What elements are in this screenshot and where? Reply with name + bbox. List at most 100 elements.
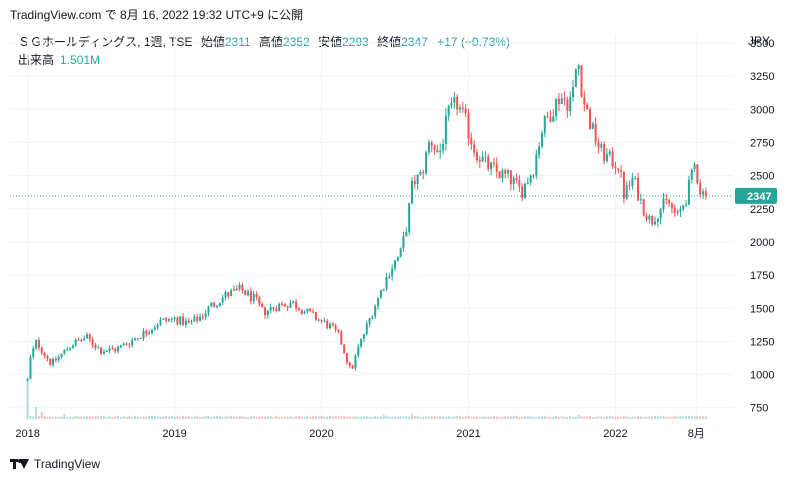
candle-body <box>249 291 252 302</box>
volume-bar <box>105 416 108 419</box>
volume-bar <box>326 416 329 419</box>
volume-bar <box>187 416 190 419</box>
last-price-label: 2347 <box>747 191 771 203</box>
candle-body <box>108 348 111 351</box>
candle-body <box>261 303 264 308</box>
candle-body <box>416 174 419 185</box>
volume-bar <box>343 416 346 419</box>
volume-bar <box>348 416 351 419</box>
volume-bar <box>702 416 705 419</box>
candle-body <box>351 365 354 369</box>
candle-body <box>357 346 360 356</box>
candle-body <box>71 345 74 348</box>
candle-body <box>507 170 510 174</box>
volume-bar <box>540 416 543 419</box>
volume-bar <box>676 416 679 419</box>
y-tick-label: 3500 <box>750 38 774 50</box>
candle-body <box>190 321 193 323</box>
volume-bar <box>594 416 597 419</box>
volume-bar <box>295 416 298 419</box>
candle-body <box>252 294 255 302</box>
y-tick-label: 1250 <box>750 336 774 348</box>
volume-bar <box>145 416 148 419</box>
volume-bar <box>600 416 603 419</box>
candle-body <box>283 303 286 307</box>
volume-bar <box>280 416 283 419</box>
volume-bar <box>385 415 388 419</box>
candle-body <box>57 356 60 361</box>
candle-body <box>679 208 682 212</box>
tradingview-footer[interactable]: TradingView <box>10 457 100 471</box>
volume-bar <box>634 416 637 419</box>
candle-body <box>605 154 608 162</box>
candle-body <box>303 311 306 314</box>
volume-bar <box>419 416 422 419</box>
volume-bar <box>128 416 131 419</box>
volume-bar <box>317 416 320 419</box>
volume-bar <box>507 416 510 419</box>
y-tick-label: 2500 <box>750 171 774 183</box>
candle-body <box>608 151 611 155</box>
candle-body <box>88 334 91 340</box>
volume-bar <box>165 416 168 419</box>
candle-body <box>699 183 702 195</box>
volume-bar <box>80 416 83 419</box>
volume-bar <box>413 415 416 419</box>
volume-bar <box>569 416 572 419</box>
snapshot-header: TradingView.com で 8月 16, 2022 19:32 UTC+… <box>10 8 304 22</box>
volume-bar <box>111 416 114 419</box>
candle-body <box>450 102 453 106</box>
candle-body <box>182 316 185 325</box>
volume-bar <box>74 415 77 419</box>
candle-body <box>495 163 498 172</box>
volume-bar <box>117 415 120 419</box>
volume-bar <box>518 416 521 419</box>
candle-body <box>348 362 351 366</box>
candle-body <box>405 231 408 237</box>
volume-bar <box>314 416 317 419</box>
volume-bar <box>309 416 312 419</box>
candle-body <box>162 318 165 320</box>
candle-body <box>687 179 690 205</box>
volume-bar <box>704 416 707 419</box>
candle-body <box>329 323 332 329</box>
volume-bar <box>182 415 185 419</box>
volume-bar <box>323 416 326 419</box>
candle-body <box>490 162 493 170</box>
volume-bar <box>102 416 105 419</box>
volume-bar <box>586 416 589 419</box>
candle-body <box>377 297 380 307</box>
volume-bar <box>77 416 80 419</box>
candle-body <box>37 339 40 348</box>
volume-bar <box>196 415 199 419</box>
volume-bar <box>659 416 662 419</box>
candle-body <box>422 172 425 174</box>
candle-body <box>580 65 583 97</box>
candle-body <box>247 291 250 296</box>
candle-body <box>221 297 224 303</box>
volume-bar <box>679 416 682 419</box>
volume-bar <box>119 416 122 419</box>
candle-body <box>266 310 269 315</box>
volume-bar <box>167 416 170 419</box>
candle-body <box>297 308 300 311</box>
candle-body <box>685 204 688 206</box>
candle-body <box>589 109 592 129</box>
candle-body <box>292 301 295 304</box>
volume-bar <box>114 416 117 419</box>
candle-body <box>148 332 151 334</box>
volume-bar <box>603 416 606 419</box>
candle-body <box>74 339 77 346</box>
volume-bar <box>668 416 671 419</box>
candle-body <box>461 107 464 109</box>
symbol-name[interactable]: ＳＧホールディングス, 1週, TSE <box>18 35 193 49</box>
volume-bar <box>546 416 549 419</box>
candle-body <box>704 191 707 196</box>
volume-bar <box>521 416 524 419</box>
candle-body <box>645 215 648 220</box>
volume-bar <box>162 416 165 419</box>
candle-body <box>690 169 693 180</box>
volume-bar <box>501 416 504 419</box>
candle-body <box>278 303 281 311</box>
